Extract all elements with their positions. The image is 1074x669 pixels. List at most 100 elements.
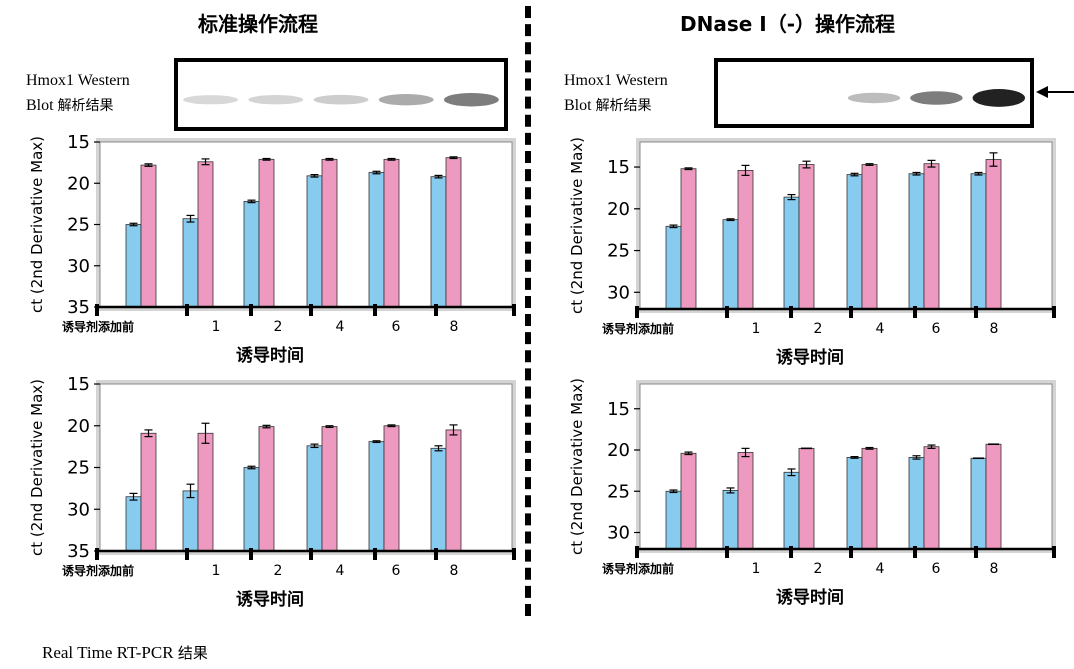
western-blot-label-latin: Blot — [26, 97, 58, 114]
western-blot-band — [183, 95, 238, 105]
x-tick-label: 2 — [274, 319, 283, 335]
y-tick-label: 25 — [607, 241, 630, 262]
x-tick — [789, 546, 793, 558]
x-tick — [309, 304, 313, 316]
western-blot-band — [248, 95, 304, 105]
x-tick — [849, 546, 853, 558]
x-tick-label: 诱导剂添加前 — [62, 563, 134, 578]
bar-series-2 — [197, 161, 214, 308]
x-tick-label: 6 — [392, 319, 401, 335]
x-axis-label: 诱导时间 — [776, 347, 844, 368]
left-title: 标准操作流程 — [198, 12, 318, 36]
bar-series-1 — [243, 467, 260, 552]
bar-series-2 — [985, 159, 1002, 310]
bar-series-2 — [680, 452, 697, 550]
bar-series-2 — [258, 426, 275, 552]
bar-series-1 — [125, 224, 142, 308]
y-tick-label: 20 — [607, 199, 630, 220]
x-tick-label: 2 — [274, 563, 283, 579]
y-axis-label: ct (2nd Derivative Max) — [568, 378, 586, 555]
y-tick-label: 20 — [67, 416, 90, 437]
western-blot-label-left: Hmox1 Western Blot 解析结果 — [26, 68, 130, 119]
x-tick — [373, 548, 377, 560]
arrow-left-icon — [1036, 86, 1074, 98]
western-blot-label-line1: Hmox1 Western — [26, 72, 130, 89]
bar-series-1 — [306, 445, 323, 552]
bar-series-1 — [430, 176, 447, 308]
y-tick-label: 15 — [607, 157, 630, 178]
x-tick — [249, 548, 253, 560]
western-blot-bands-right — [847, 89, 1026, 107]
x-tick-label: 4 — [876, 561, 885, 577]
center-divider — [525, 6, 531, 616]
x-tick-label: 4 — [876, 321, 885, 337]
bar-series-1 — [665, 225, 682, 310]
x-tick — [185, 304, 189, 316]
x-tick — [185, 548, 189, 560]
x-tick — [1052, 546, 1056, 558]
bar-series-1 — [908, 457, 925, 550]
y-axis-label: ct (2nd Derivative Max) — [28, 136, 46, 313]
bar-series-2 — [140, 432, 157, 552]
bar-series-2 — [923, 163, 940, 310]
x-tick-label: 8 — [990, 561, 999, 577]
bar-series-2 — [197, 432, 214, 552]
footnote-cn: 结果 — [177, 644, 208, 662]
y-tick-label: 30 — [607, 523, 630, 544]
western-blot-label-right: Hmox1 Western Blot 解析结果 — [564, 68, 668, 119]
bar-series-2 — [737, 452, 754, 550]
y-tick-label: 30 — [607, 282, 630, 303]
x-tick-label: 诱导剂添加前 — [602, 561, 674, 576]
bar-series-1 — [368, 172, 385, 308]
x-tick — [974, 306, 978, 318]
bar-series-2 — [923, 446, 940, 550]
bar-series-2 — [258, 158, 275, 308]
x-tick-label: 8 — [450, 563, 459, 579]
x-axis-label: 诱导时间 — [236, 589, 304, 610]
western-blot-band — [910, 91, 963, 105]
bar-series-1 — [846, 457, 863, 550]
bar-series-2 — [680, 168, 697, 310]
x-tick — [849, 306, 853, 318]
western-blot-label-cn: 解析结果 — [57, 98, 114, 114]
western-blot-band — [444, 92, 499, 107]
x-tick — [512, 304, 516, 316]
western-blot-band — [378, 94, 434, 106]
x-tick-label: 4 — [336, 563, 345, 579]
bar-series-1 — [722, 490, 739, 550]
bar-series-1 — [665, 490, 682, 550]
western-blot-bands-left — [183, 92, 499, 107]
bar-series-2 — [383, 158, 400, 308]
western-blot-band — [313, 94, 369, 105]
bar-series-1 — [368, 441, 385, 552]
western-blot-label-line2: Blot 解析结果 — [26, 93, 130, 119]
y-tick-label: 15 — [67, 374, 90, 395]
western-blot-band — [847, 92, 901, 104]
bar-series-1 — [783, 196, 800, 310]
y-tick-label: 25 — [67, 458, 90, 479]
x-tick-label: 2 — [814, 321, 823, 337]
x-tick — [434, 548, 438, 560]
ct-bar-chart-right-top: ct (2nd Derivative Max) 15 20 25 30 诱导剂添加前 1 2 4… — [568, 137, 1056, 368]
y-tick-label: 25 — [67, 215, 90, 236]
x-tick — [95, 548, 99, 560]
bar-series-2 — [861, 164, 878, 310]
x-tick-label: 4 — [336, 319, 345, 335]
bar-series-2 — [321, 426, 338, 552]
bar-series-2 — [383, 425, 400, 552]
bar-series-1 — [306, 175, 323, 308]
x-tick — [913, 306, 917, 318]
western-blot-label-latin: Blot — [564, 97, 596, 114]
y-tick-label: 20 — [607, 440, 630, 461]
x-tick — [725, 546, 729, 558]
x-tick — [913, 546, 917, 558]
bar-series-2 — [798, 447, 815, 550]
x-tick-label: 诱导剂添加前 — [62, 319, 134, 334]
bar-series-1 — [908, 173, 925, 310]
bar-series-1 — [970, 173, 987, 310]
y-tick-label: 35 — [67, 297, 90, 318]
bar-series-2 — [798, 164, 815, 310]
x-tick-label: 1 — [212, 563, 221, 579]
x-tick-label: 8 — [450, 319, 459, 335]
bar-series-2 — [861, 447, 878, 550]
